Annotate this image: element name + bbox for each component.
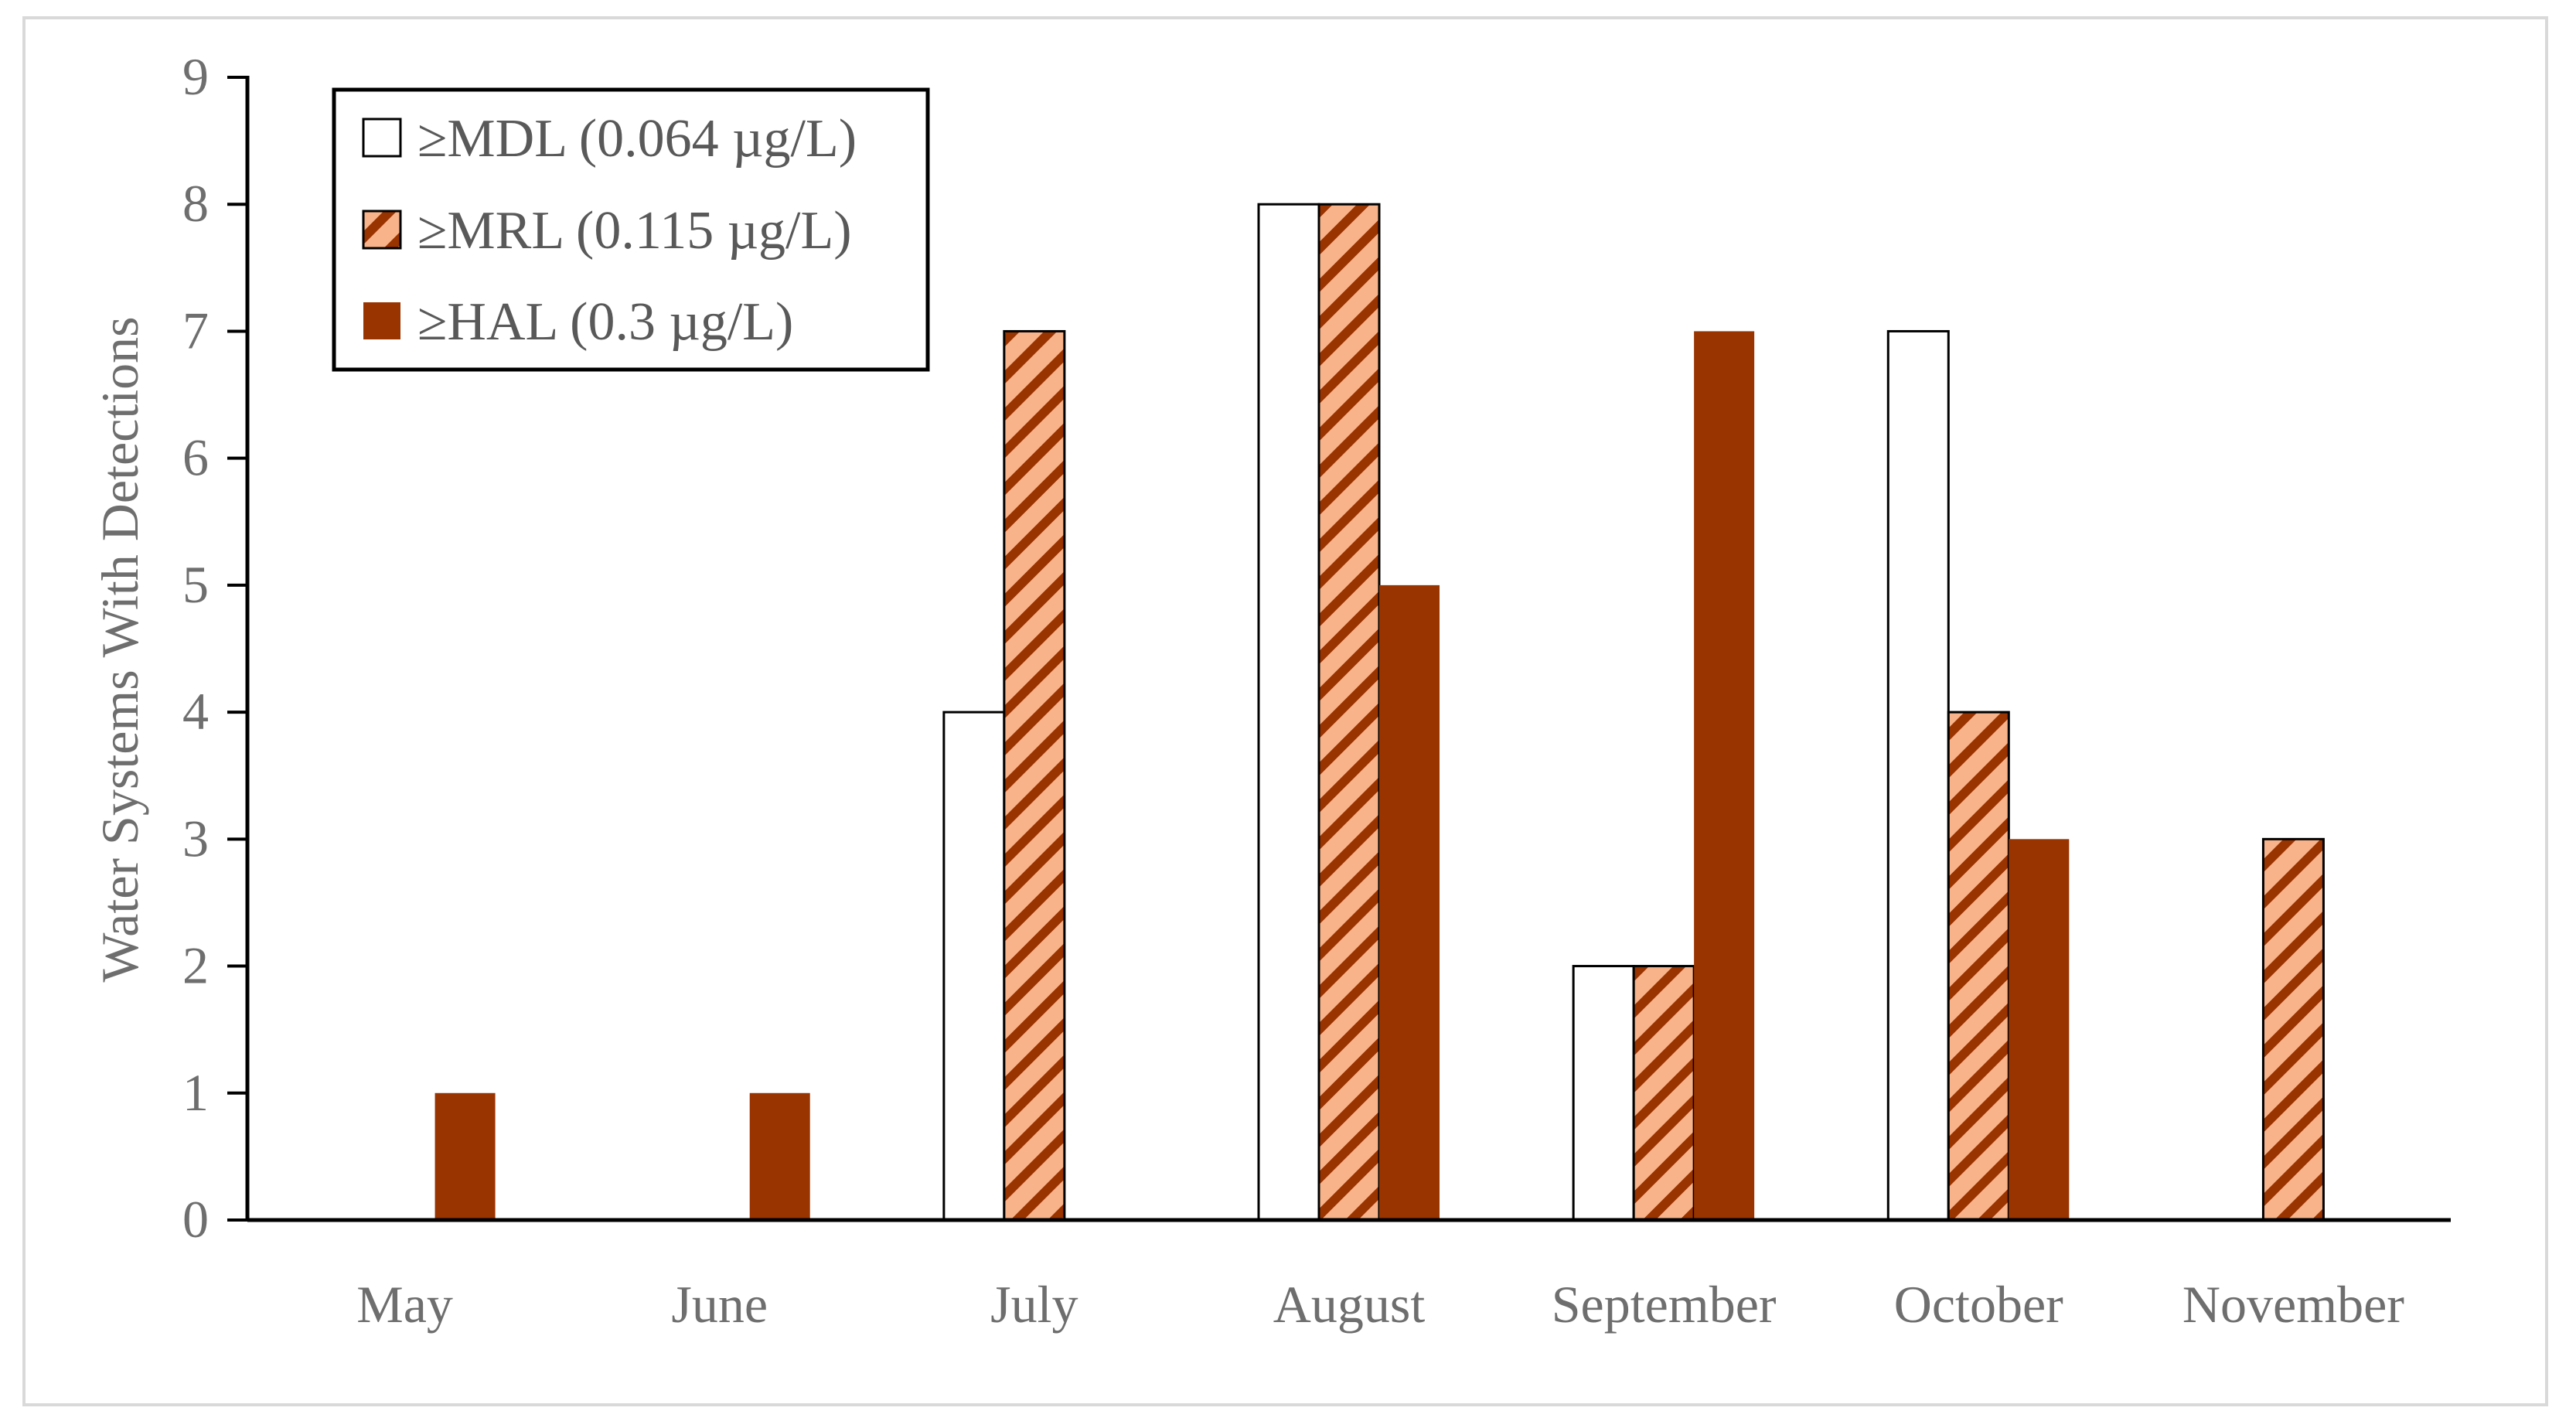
- y-axis-title: Water Systems With Detections: [90, 316, 149, 982]
- legend-label: ≥MDL (0.064 µg/L): [417, 109, 857, 169]
- legend-label: ≥HAL (0.3 µg/L): [417, 292, 793, 352]
- legend-swatch: [362, 118, 402, 158]
- bar-mrl-october: [1947, 711, 2010, 1222]
- y-tick-label: 3: [182, 809, 209, 867]
- y-tick-label: 8: [182, 174, 209, 233]
- bar-mdl-september: [1572, 965, 1635, 1222]
- y-tick-label: 9: [182, 47, 209, 106]
- legend-label: ≥MRL (0.115 µg/L): [417, 201, 852, 261]
- x-tick-label: September: [1552, 1275, 1777, 1334]
- legend: ≥MDL (0.064 µg/L) ≥MRL (0.115 µg/L) ≥HAL (…: [332, 87, 930, 372]
- y-tick-label: 4: [182, 682, 209, 741]
- bar-mrl-august: [1317, 203, 1381, 1222]
- legend-box: [332, 87, 930, 372]
- x-tick-label: October: [1894, 1275, 2063, 1334]
- legend-swatch: [363, 302, 400, 339]
- y-tick-label: 5: [182, 555, 209, 614]
- y-tick-label: 1: [182, 1063, 209, 1122]
- legend-swatch: [362, 210, 402, 250]
- x-tick-label: June: [671, 1275, 768, 1334]
- bar-mdl-october: [1886, 329, 1950, 1222]
- bar-mdl-august: [1257, 203, 1320, 1222]
- bar-hal-may: [434, 1092, 496, 1220]
- y-tick-label: 0: [182, 1190, 209, 1249]
- y-tick-label: 7: [182, 301, 209, 360]
- x-tick-label: November: [2182, 1275, 2404, 1334]
- axes: [245, 76, 2451, 1222]
- bar-mdl-july: [942, 711, 1006, 1222]
- y-tick-label: 6: [182, 428, 209, 487]
- bar-hal-october: [2009, 839, 2070, 1220]
- x-tick-label: July: [990, 1275, 1078, 1334]
- bar-mrl-july: [1003, 329, 1066, 1222]
- y-tick-label: 2: [182, 936, 209, 995]
- bar-mrl-september: [1632, 965, 1695, 1222]
- x-axis-labels: May June July August September October Novembe…: [356, 1275, 2404, 1334]
- x-tick-label: August: [1273, 1275, 1426, 1334]
- bar-hal-june: [749, 1092, 810, 1220]
- y-axis-ticks: 0 1 2 3 4 5 6 7 8 9: [182, 47, 247, 1249]
- x-tick-label: May: [356, 1275, 453, 1334]
- bar-mrl-november: [2261, 837, 2325, 1222]
- bar-hal-september: [1694, 331, 1755, 1220]
- bar-hal-august: [1379, 584, 1440, 1220]
